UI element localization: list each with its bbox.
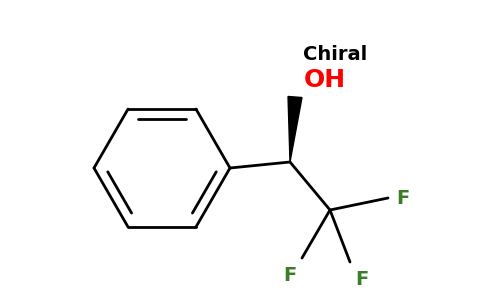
Text: F: F bbox=[396, 188, 409, 208]
Text: F: F bbox=[355, 270, 369, 289]
Polygon shape bbox=[288, 97, 302, 162]
Text: OH: OH bbox=[304, 68, 346, 92]
Text: F: F bbox=[283, 266, 297, 285]
Text: Chiral: Chiral bbox=[303, 45, 367, 64]
